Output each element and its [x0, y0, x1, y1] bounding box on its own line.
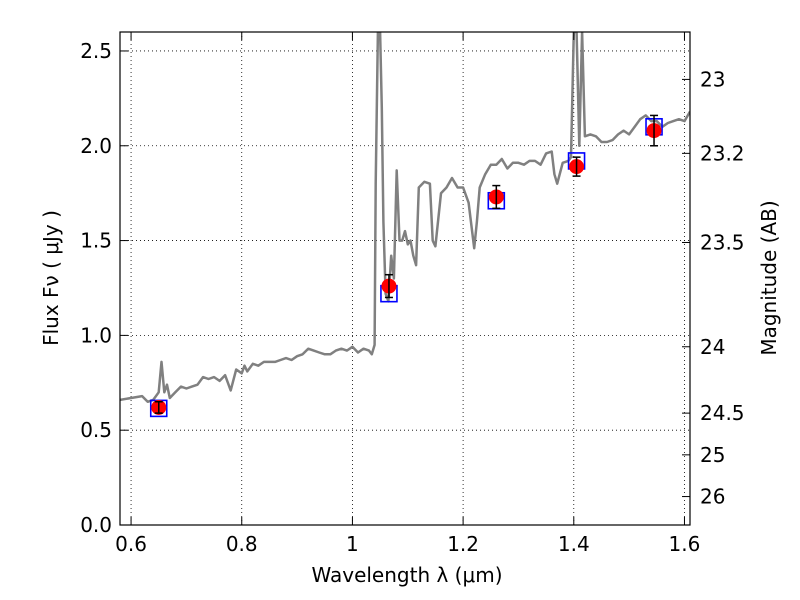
y-tick-label: 2.5 — [80, 39, 112, 63]
y-tick-label: 2.0 — [80, 134, 112, 158]
y2-axis-label: Magnitude (AB) — [757, 200, 781, 355]
y2-tick-label: 23.2 — [700, 141, 745, 165]
y-tick-label: 1.5 — [80, 229, 112, 253]
y-tick-label: 0.5 — [80, 418, 112, 442]
x-axis-label: Wavelength λ (μm) — [311, 563, 502, 587]
y2-tick-label: 24 — [700, 335, 725, 359]
plot-frame — [119, 31, 691, 526]
x-tick-label: 1.2 — [447, 532, 479, 556]
plot-data — [120, 32, 690, 418]
x-tick-label: 0.8 — [226, 532, 258, 556]
y-tick-label: 1.0 — [80, 323, 112, 347]
y-axis-label: Flux Fν ( μJy ) — [39, 210, 63, 346]
y-tick-label: 0.0 — [80, 513, 112, 537]
axis-ticks: 0.6 0.8 1 1.2 1.4 1.6 0.0 0.5 1.0 1.5 2.0 2.5 23 23.2… — [80, 32, 745, 556]
y2-tick-label: 23.5 — [700, 230, 745, 254]
y2-tick-label: 24.5 — [700, 401, 745, 425]
y2-tick-label: 25 — [700, 443, 725, 467]
x-tick-label: 0.6 — [115, 532, 147, 556]
y2-tick-label: 23 — [700, 67, 725, 91]
y2-tick-label: 26 — [700, 485, 725, 509]
x-tick-label: 1.6 — [669, 532, 701, 556]
x-tick-label: 1.4 — [558, 532, 590, 556]
x-tick-label: 1 — [346, 532, 359, 556]
spectrum-line — [120, 32, 690, 404]
